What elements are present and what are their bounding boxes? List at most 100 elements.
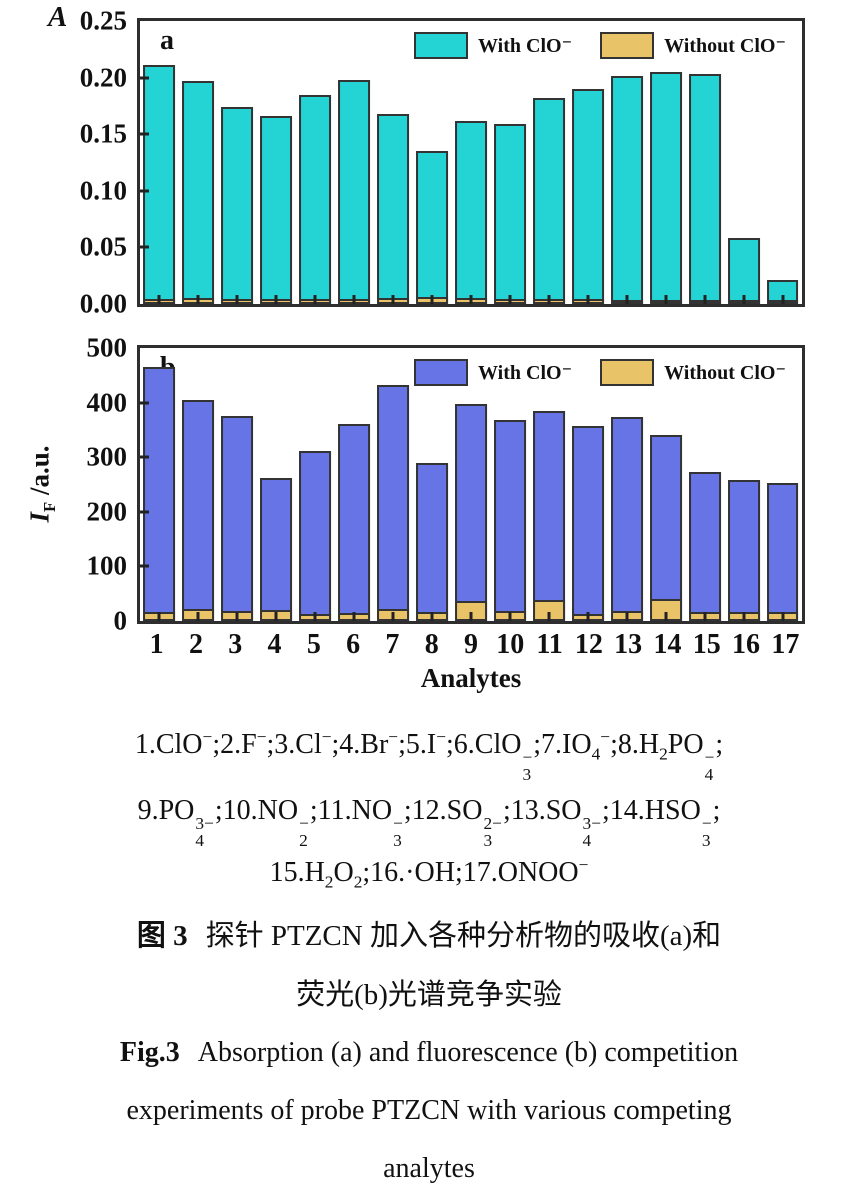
x-tick-label-11: 11 bbox=[536, 629, 563, 660]
caption-english-text-1: Absorption (a) and fluorescence (b) comp… bbox=[197, 1037, 739, 1068]
legend-swatch-without-clo-icon bbox=[600, 32, 655, 59]
x-tick-mark bbox=[313, 612, 317, 621]
legend-swatch-with-clo-icon bbox=[414, 359, 469, 386]
formula-segment: ; bbox=[712, 795, 721, 826]
x-tick-mark bbox=[469, 295, 473, 304]
x-tick-label-9: 9 bbox=[464, 629, 478, 660]
caption-english-line-2: experiments of probe PTZCN with various … bbox=[126, 1095, 732, 1126]
legend-absorption: With ClO⁻ Without ClO⁻ bbox=[414, 32, 786, 59]
bar-with-clo-9 bbox=[455, 120, 487, 304]
formula-segment: ;11.NO bbox=[309, 795, 393, 826]
panel-label-a: a bbox=[160, 25, 174, 56]
caption-chinese-figure-number: 图 3 bbox=[136, 920, 188, 952]
formula-segment: 15.H bbox=[269, 857, 325, 888]
y-tick-label: 0 bbox=[113, 605, 128, 636]
legend-label-without-clo: Without ClO⁻ bbox=[664, 362, 786, 384]
bar-with-clo-7 bbox=[377, 113, 410, 304]
x-tick-mark bbox=[196, 295, 200, 304]
formula-segment: 3− 4 bbox=[195, 813, 214, 850]
y-tick-label: 300 bbox=[86, 441, 128, 472]
x-tick-mark bbox=[430, 295, 434, 304]
bar-with-clo-6 bbox=[338, 424, 371, 621]
x-tick-label-8: 8 bbox=[424, 629, 439, 660]
bar-with-clo-12 bbox=[571, 88, 604, 304]
y-tick-label: 400 bbox=[86, 387, 128, 418]
x-tick-mark bbox=[508, 612, 512, 621]
x-tick-label-7: 7 bbox=[385, 629, 400, 660]
bar-with-clo-4 bbox=[260, 477, 293, 621]
formula-segment: PO bbox=[667, 729, 704, 760]
formula-segment: ; bbox=[715, 729, 724, 760]
y-tick-mark bbox=[140, 189, 149, 193]
bar-with-clo-2 bbox=[182, 399, 215, 621]
x-tick-mark bbox=[781, 612, 785, 621]
x-tick-label-1: 1 bbox=[149, 629, 164, 660]
formula-segment: ;4.Br bbox=[331, 729, 389, 760]
x-tick-label-12: 12 bbox=[574, 629, 603, 660]
y-tick-mark bbox=[140, 76, 149, 80]
x-tick-mark bbox=[274, 295, 278, 304]
y-tick-label: 100 bbox=[86, 550, 128, 581]
x-axis-title: Analytes bbox=[420, 663, 522, 693]
formula-segment: 2 bbox=[659, 744, 668, 764]
y-tick-label: 0.05 bbox=[79, 231, 127, 262]
bar-with-clo-3 bbox=[221, 416, 254, 621]
x-tick-label-17: 17 bbox=[771, 629, 800, 660]
bar-with-clo-15 bbox=[688, 74, 721, 304]
x-tick-label-4: 4 bbox=[267, 629, 282, 660]
x-tick-mark bbox=[235, 612, 239, 621]
formula-segment: −3 bbox=[393, 813, 403, 850]
bar-with-clo-8 bbox=[416, 151, 449, 304]
x-tick-label-14: 14 bbox=[653, 629, 682, 660]
legend-swatch-without-clo-icon bbox=[600, 359, 655, 386]
formula-segment: ;14.HSO bbox=[602, 795, 701, 826]
formula-segment: O bbox=[333, 857, 354, 888]
x-tick-mark bbox=[352, 612, 356, 621]
y-tick-mark bbox=[140, 455, 149, 459]
x-tick-label-2: 2 bbox=[188, 629, 203, 660]
formula-segment: 3− 4 bbox=[582, 813, 602, 850]
formula-segment: ;13.SO bbox=[502, 795, 582, 826]
x-tick-label-13: 13 bbox=[614, 629, 643, 660]
x-tick-label-5: 5 bbox=[306, 629, 321, 660]
y-tick-mark bbox=[140, 245, 149, 249]
formula-segment: − bbox=[600, 727, 611, 747]
y-tick-label: 0.00 bbox=[79, 288, 127, 319]
x-tick-mark bbox=[352, 295, 356, 304]
x-tick-mark bbox=[625, 612, 629, 621]
bar-with-clo-5 bbox=[299, 450, 332, 621]
bar-with-clo-13 bbox=[610, 76, 643, 304]
x-tick-mark bbox=[664, 612, 668, 621]
formula-segment: − bbox=[436, 727, 446, 747]
formula-segment: − bbox=[321, 727, 332, 747]
bar-with-clo-1 bbox=[143, 65, 176, 304]
x-tick-mark bbox=[430, 612, 434, 621]
formula-segment: −3 bbox=[522, 747, 533, 784]
analyte-key-line-3: 15.H2O2;16.·OH;17.ONOO− bbox=[0, 856, 858, 890]
formula-segment: ;2.F bbox=[212, 729, 257, 760]
formula-segment: I bbox=[24, 512, 55, 523]
x-tick-mark bbox=[547, 612, 551, 621]
legend-fluorescence: With ClO⁻ Without ClO⁻ bbox=[414, 359, 786, 386]
formula-segment: −2 bbox=[299, 813, 309, 850]
bar-with-clo-16 bbox=[727, 480, 760, 621]
x-tick-mark bbox=[469, 612, 473, 621]
legend-item-without-clo: Without ClO⁻ bbox=[600, 32, 786, 59]
x-tick-label-16: 16 bbox=[732, 629, 761, 660]
x-tick-mark bbox=[625, 295, 629, 304]
bar-with-clo-5 bbox=[299, 94, 332, 304]
analyte-key-line-2: 9.PO 3− 4 ;10.NO −2 ;11.NO −3 ;12.SO 2− 3 ;13.SO 3−… bbox=[0, 795, 858, 850]
x-axis-tick-labels: 1 2 3 4 5 6 7 8 9 10 11 12 13 14 15 16 17 bbox=[137, 629, 805, 663]
caption-chinese-line-1: 图 3 探针 PTZCN 加入各种分析物的吸收(a)和 bbox=[0, 912, 858, 954]
y-tick-label: 0.20 bbox=[79, 62, 127, 93]
x-tick-mark bbox=[703, 295, 707, 304]
x-tick-label-10: 10 bbox=[496, 629, 525, 660]
formula-segment: 4 bbox=[591, 744, 601, 764]
caption-chinese-text-1: 探针 PTZCN 加入各种分析物的吸收(a)和 bbox=[205, 920, 722, 952]
bar-with-clo-10 bbox=[493, 124, 526, 304]
x-tick-mark bbox=[586, 295, 590, 304]
formula-segment: − bbox=[388, 727, 399, 747]
x-tick-mark bbox=[391, 612, 395, 621]
formula-segment: −4 bbox=[704, 747, 715, 784]
bar-with-clo-17 bbox=[766, 483, 799, 621]
